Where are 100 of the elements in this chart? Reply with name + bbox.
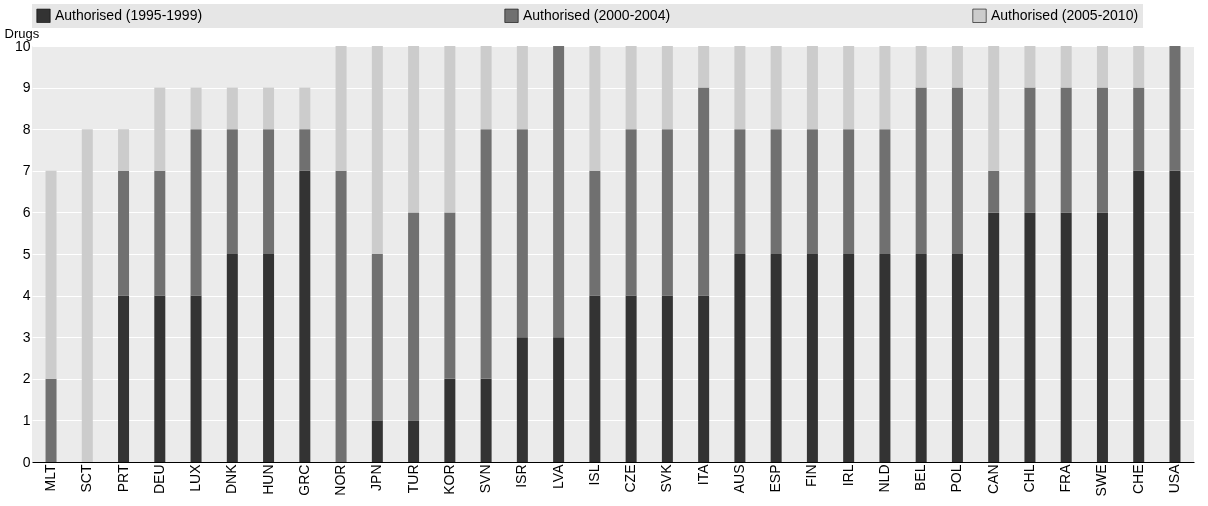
x-tick-label: CAN — [984, 464, 1001, 495]
bar — [45, 378, 57, 462]
x-tick-label: SCT — [78, 464, 95, 493]
bar — [480, 129, 492, 379]
bar — [734, 46, 746, 130]
bar — [45, 170, 57, 379]
bar — [879, 129, 891, 254]
bar — [190, 295, 202, 462]
x-tick-label: SVK — [658, 463, 675, 493]
bar — [263, 254, 275, 462]
bar — [734, 129, 746, 254]
bar — [263, 129, 275, 254]
y-tick-label: 2 — [22, 370, 31, 387]
bar — [1024, 46, 1036, 88]
bar — [879, 254, 891, 462]
y-tick-label: 5 — [22, 245, 31, 262]
bar — [843, 46, 855, 130]
x-tick-label: HUN — [259, 464, 276, 495]
bar — [951, 46, 963, 88]
bar — [154, 87, 166, 171]
bar — [698, 87, 710, 296]
bar — [661, 295, 673, 462]
bar — [408, 420, 420, 462]
bar — [408, 46, 420, 213]
bar — [915, 254, 927, 462]
bar — [1024, 212, 1036, 462]
y-tick-label: 4 — [22, 287, 31, 304]
bar — [770, 129, 782, 254]
bar — [81, 129, 93, 462]
x-tick-label: DEU — [150, 464, 167, 495]
x-tick-label: NLD — [875, 464, 892, 493]
bar — [770, 46, 782, 130]
legend-label: Authorised (1995-1999) — [55, 6, 203, 23]
x-tick-label: JPN — [368, 464, 385, 491]
bar — [770, 254, 782, 462]
x-tick-label: SVN — [477, 464, 494, 494]
y-axis-title: Drugs — [4, 25, 40, 41]
x-tick-label: BEL — [912, 464, 929, 491]
bar — [698, 295, 710, 462]
x-tick-label: USA — [1165, 463, 1182, 494]
x-tick-label: IRL — [839, 464, 856, 487]
y-tick-label: 6 — [22, 203, 31, 220]
legend-label: Authorised (2005-2010) — [991, 6, 1139, 23]
bar — [444, 46, 456, 213]
bar — [1096, 46, 1108, 88]
x-tick-label: KOR — [440, 464, 457, 495]
bar — [988, 212, 1000, 462]
y-tick-label: 0 — [22, 453, 31, 470]
bar — [118, 129, 130, 171]
bar — [589, 295, 601, 462]
bar — [299, 129, 311, 171]
y-tick-label: 1 — [22, 411, 31, 428]
bar — [553, 46, 565, 338]
x-tick-label: AUS — [730, 464, 747, 494]
bar — [408, 212, 420, 421]
bar — [915, 87, 927, 254]
bar — [444, 378, 456, 462]
bar — [444, 212, 456, 379]
bar — [371, 46, 383, 254]
bar — [516, 129, 528, 338]
bar — [1060, 87, 1072, 213]
bar — [516, 337, 528, 462]
bar — [480, 378, 492, 462]
x-tick-label: FRA — [1057, 463, 1074, 493]
x-tick-label: PRT — [114, 464, 131, 493]
bar — [226, 87, 238, 130]
bar — [625, 129, 637, 296]
bar — [299, 170, 311, 462]
bar — [335, 170, 347, 462]
bar — [1169, 46, 1181, 171]
legend-label: Authorised (2000-2004) — [523, 6, 671, 23]
bar — [661, 129, 673, 296]
x-tick-label: SWE — [1093, 464, 1110, 497]
bar — [516, 46, 528, 130]
y-tick-label: 3 — [22, 328, 31, 345]
bar — [299, 87, 311, 130]
bar — [154, 170, 166, 296]
bar — [806, 129, 818, 254]
bar — [226, 254, 238, 462]
bar — [1169, 170, 1181, 462]
x-tick-label: NOR — [332, 464, 349, 496]
bar — [951, 87, 963, 254]
x-tick-label: LVA — [549, 463, 566, 489]
bar — [806, 254, 818, 462]
bar — [988, 170, 1000, 213]
bar — [988, 46, 1000, 171]
x-tick-label: FIN — [803, 464, 820, 488]
x-tick-label: POL — [948, 464, 965, 493]
bar — [118, 295, 130, 462]
x-tick-label: DNK — [223, 463, 240, 495]
bar — [335, 46, 347, 171]
bar — [371, 420, 383, 462]
y-tick-label: 9 — [22, 79, 31, 96]
y-tick-label: 8 — [22, 120, 31, 137]
bar — [734, 254, 746, 462]
bar — [806, 46, 818, 130]
x-tick-label: LUX — [187, 463, 204, 492]
bar — [698, 46, 710, 88]
x-tick-label: MLT — [42, 464, 59, 492]
bar — [589, 46, 601, 171]
